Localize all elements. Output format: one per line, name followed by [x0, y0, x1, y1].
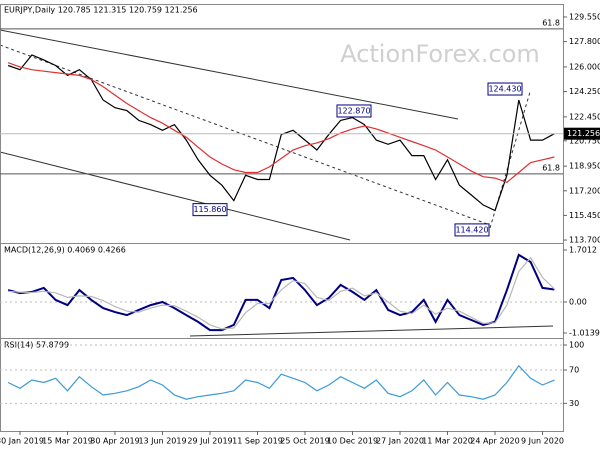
x-tick-label: 13 Jun 2019 — [138, 437, 186, 446]
fib-label: 61.8 — [542, 18, 560, 27]
x-tick-label: 10 Dec 2019 — [327, 437, 378, 446]
y-tick-label: 70 — [569, 366, 579, 375]
x-tick-label: 25 Oct 2019 — [280, 437, 329, 446]
annotation-label: 124.430 — [488, 85, 521, 94]
y-tick-label: 124.250 — [569, 87, 600, 96]
y-tick-label: 118.950 — [569, 162, 600, 171]
series-line — [7, 54, 555, 212]
annotation-label: 114.420 — [455, 225, 488, 234]
channel-line — [0, 151, 351, 241]
y-tick-label: 117.200 — [569, 186, 600, 195]
annotation-box — [454, 223, 490, 237]
fib-label: 61.8 — [542, 163, 560, 172]
x-tick-label: 27 Jan 2020 — [376, 437, 424, 446]
x-tick-label: 11 Sep 2019 — [232, 437, 283, 446]
macd-title: MACD(12,26,9) 0.4069 0.4266 — [4, 246, 126, 255]
channel-line — [0, 29, 459, 120]
last-price-label: 121.256 — [567, 129, 600, 138]
x-tick-label: 24 Apr 2020 — [470, 437, 519, 446]
x-tick-label: 11 Mar 2020 — [422, 437, 473, 446]
last-price-box — [564, 127, 600, 140]
x-tick-label: 30 Jan 2019 — [0, 437, 44, 446]
y-tick-label: 120.750 — [569, 136, 600, 145]
y-tick-label: 129.550 — [569, 12, 600, 21]
series-line — [7, 364, 555, 400]
y-tick-label: 127.800 — [569, 37, 600, 46]
y-tick-label: 126.000 — [569, 62, 600, 71]
y-tick-label: 122.450 — [569, 112, 600, 121]
macd-support — [189, 325, 554, 337]
x-tick-label: 30 Apr 2019 — [90, 437, 139, 446]
y-tick-label: 100 — [569, 341, 584, 350]
y-tick-label: -1.0139 — [569, 328, 600, 337]
panel-frame — [0, 338, 564, 432]
annotation-box — [336, 104, 372, 118]
annotation-box — [487, 82, 523, 96]
watermark: ActionForex.com — [340, 40, 540, 68]
y-tick-label: 113.700 — [569, 236, 600, 245]
x-tick-label: 9 Jun 2020 — [521, 437, 564, 446]
series-line — [7, 253, 555, 332]
y-tick-label: 1.7012 — [569, 246, 597, 255]
annotation-label: 122.870 — [337, 106, 370, 115]
x-tick-label: 15 Mar 2019 — [42, 437, 93, 446]
y-tick-label: 30 — [569, 399, 579, 408]
annotation-label: 115.860 — [193, 205, 226, 214]
x-tick-label: 29 Jul 2019 — [187, 437, 232, 446]
annotation-box — [192, 203, 228, 217]
y-tick-label: 0.00 — [569, 297, 587, 306]
price-title: EURJPY,Daily 120.785 121.315 120.759 121… — [4, 6, 198, 15]
series-line — [8, 256, 555, 330]
series-line — [7, 62, 555, 183]
y-tick-label: 115.450 — [569, 211, 600, 220]
